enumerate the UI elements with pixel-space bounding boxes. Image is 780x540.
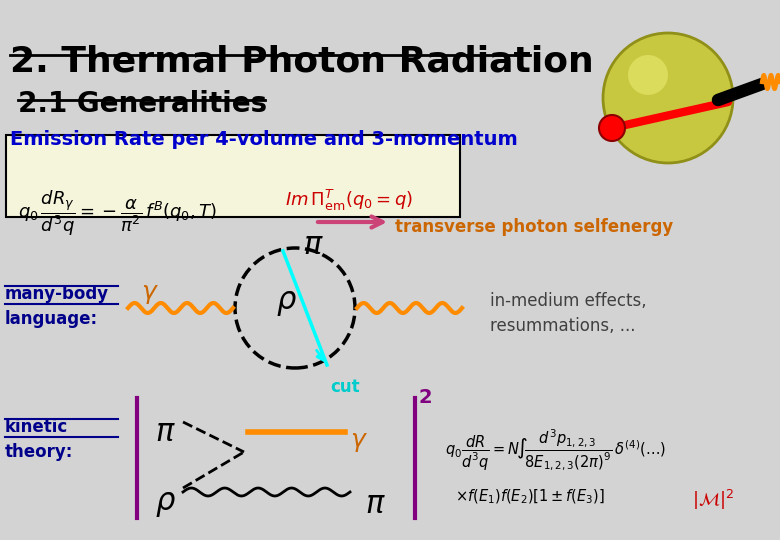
Text: $\gamma$: $\gamma$ [350,430,368,454]
Text: $\rho$: $\rho$ [276,288,297,318]
Text: $|\mathcal{M}|^2$: $|\mathcal{M}|^2$ [692,488,734,512]
Circle shape [628,55,668,95]
Text: cut: cut [330,378,360,396]
Text: Emission Rate per 4-volume and 3-momentum: Emission Rate per 4-volume and 3-momentu… [10,130,518,149]
Text: 2.1 Generalities: 2.1 Generalities [18,90,267,118]
Text: $\mathit{Im}\,\Pi^T_{\mathrm{em}}(q_0{=}q)$: $\mathit{Im}\,\Pi^T_{\mathrm{em}}(q_0{=}… [285,188,413,213]
Text: many-body
language:: many-body language: [5,285,109,328]
Text: $q_0\,\dfrac{dR_{\gamma}}{d^3q} = -\dfrac{\alpha}{\pi^2}\,f^B(q_0,T)$: $q_0\,\dfrac{dR_{\gamma}}{d^3q} = -\dfra… [18,188,217,238]
Text: $\pi$: $\pi$ [365,490,386,519]
Text: 2. Thermal Photon Radiation: 2. Thermal Photon Radiation [10,45,594,79]
Text: in-medium effects,
resummations, ...: in-medium effects, resummations, ... [490,292,647,335]
Text: $\pi$: $\pi$ [303,232,324,260]
Text: $\gamma$: $\gamma$ [141,282,159,306]
Text: $\rho$: $\rho$ [155,490,176,519]
FancyArrowPatch shape [317,350,324,360]
Text: $\pi$: $\pi$ [155,418,176,447]
Text: kinetic
theory:: kinetic theory: [5,418,73,461]
Text: 2: 2 [419,388,433,407]
Circle shape [599,115,625,141]
FancyArrowPatch shape [317,217,382,227]
Text: $\times f(E_1)f(E_2)[1\pm f(E_3)]\;$: $\times f(E_1)f(E_2)[1\pm f(E_3)]\;$ [455,488,605,507]
Circle shape [603,33,733,163]
Text: $q_0\dfrac{dR}{d^3q} = N\!\int\!\dfrac{d^3p_{1,2,3}}{8E_{1,2,3}(2\pi)^9}\,\delta: $q_0\dfrac{dR}{d^3q} = N\!\int\!\dfrac{d… [445,428,666,474]
Text: transverse photon selfenergy: transverse photon selfenergy [395,218,673,236]
FancyBboxPatch shape [6,135,460,217]
